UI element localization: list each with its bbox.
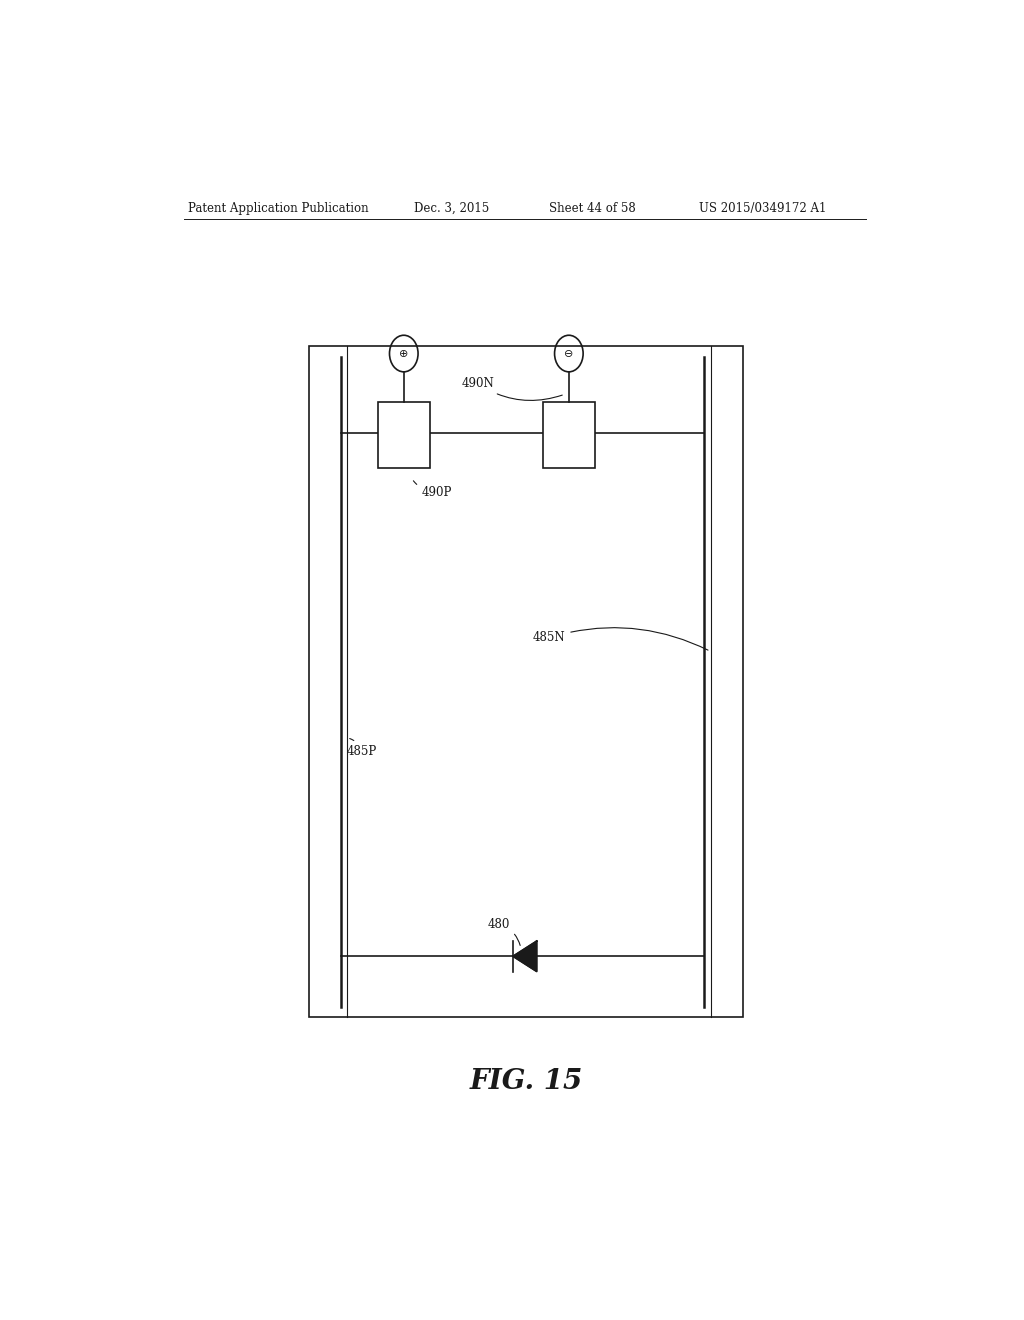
- Text: Sheet 44 of 58: Sheet 44 of 58: [549, 202, 635, 215]
- Text: Patent Application Publication: Patent Application Publication: [187, 202, 369, 215]
- Text: ⊖: ⊖: [564, 348, 573, 359]
- Text: ⊕: ⊕: [399, 348, 409, 359]
- Text: 485N: 485N: [532, 627, 708, 651]
- Bar: [543, 403, 595, 469]
- Polygon shape: [513, 941, 537, 972]
- Text: Dec. 3, 2015: Dec. 3, 2015: [414, 202, 488, 215]
- Text: 480: 480: [487, 917, 520, 945]
- Bar: [378, 403, 430, 469]
- Text: FIG. 15: FIG. 15: [470, 1068, 583, 1094]
- Text: 485P: 485P: [346, 738, 377, 758]
- Text: US 2015/0349172 A1: US 2015/0349172 A1: [699, 202, 826, 215]
- Bar: [309, 346, 743, 1018]
- Text: 490N: 490N: [461, 378, 562, 400]
- Text: 490P: 490P: [414, 480, 452, 499]
